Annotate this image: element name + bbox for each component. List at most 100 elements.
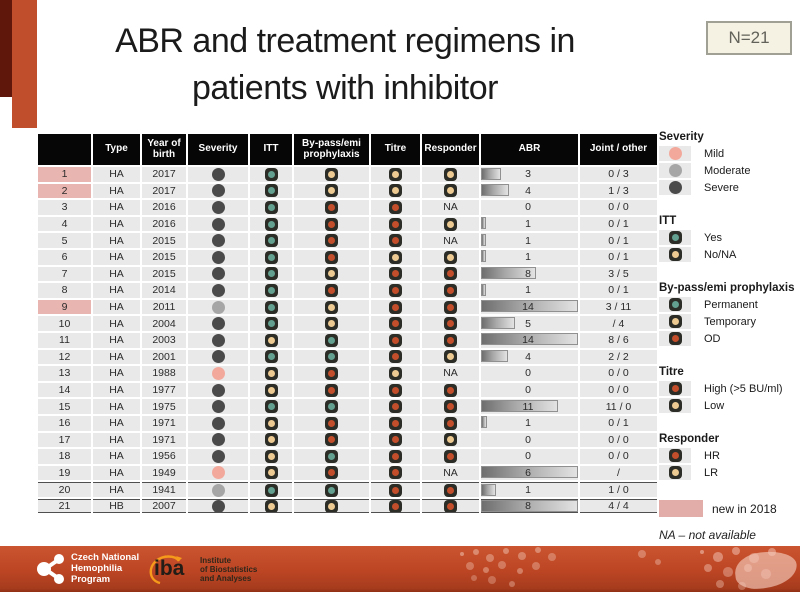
- cell-type: HA: [93, 183, 140, 199]
- cell-abr: 1: [481, 216, 578, 232]
- legend-item: Severe: [659, 180, 800, 195]
- cell-titre: [371, 266, 420, 282]
- table-row: 13 HA 1988 NA 0 0 / 0: [38, 366, 657, 381]
- abr-value: 14: [522, 301, 534, 314]
- cell-type: HA: [93, 266, 140, 282]
- severity-dot-mild: [211, 366, 225, 380]
- abr-value: 0: [525, 384, 531, 397]
- abr-bar: [481, 184, 509, 197]
- cell-type: HA: [93, 449, 140, 464]
- cell-bypass: [294, 432, 369, 448]
- marker-high: [389, 466, 402, 480]
- cell-type: HA: [93, 349, 140, 365]
- cell-responder: [422, 449, 479, 464]
- cell-type: HA: [93, 399, 140, 414]
- cell-type: HA: [93, 482, 140, 497]
- legend-chip: [659, 465, 691, 480]
- severity-dot-severe: [211, 383, 225, 397]
- legend-item: LR: [659, 465, 800, 480]
- cell-responder: [422, 332, 479, 348]
- cell-birth-year: 2015: [142, 233, 186, 248]
- sample-size-badge: N=21: [706, 21, 792, 55]
- cell-joint-other: 0 / 1: [580, 415, 657, 431]
- marker-hr: [444, 383, 457, 397]
- cell-birth-year: 2016: [142, 216, 186, 232]
- cell-abr: 1: [481, 283, 578, 298]
- legend-section-title: Severity: [659, 131, 704, 143]
- marker-temporary: [325, 317, 338, 331]
- cell-titre: [371, 233, 420, 248]
- legend-section-title: By-pass/emi prophylaxis: [659, 282, 795, 294]
- legend-item-label: Temporary: [704, 315, 756, 328]
- legend-item: Low: [659, 398, 800, 413]
- cell-patient-number: 4: [38, 216, 91, 232]
- iba-brand-text: iba: [154, 557, 185, 580]
- severity-dot-mild: [211, 466, 225, 480]
- cell-itt: [250, 299, 292, 315]
- cell-abr: 11: [481, 399, 578, 414]
- cell-itt: [250, 415, 292, 431]
- cell-birth-year: 1971: [142, 415, 186, 431]
- cell-joint-other: 0 / 0: [580, 366, 657, 381]
- cell-joint-other: 1 / 3: [580, 183, 657, 199]
- cell-titre: [371, 249, 420, 265]
- marker-hr: [444, 267, 457, 281]
- cell-birth-year: 1971: [142, 432, 186, 448]
- cell-type: HA: [93, 366, 140, 381]
- marker-yes: [264, 300, 278, 314]
- cell-abr: 0: [481, 449, 578, 464]
- iba-logo-text: Institute of Biostatistics and Analyses: [200, 556, 257, 583]
- abr-value: 14: [522, 334, 534, 347]
- cell-titre: [371, 432, 420, 448]
- cell-joint-other: 0 / 0: [580, 382, 657, 398]
- cell-birth-year: 2014: [142, 283, 186, 298]
- cell-type: HA: [93, 382, 140, 398]
- table-row: 17 HA 1971 0 0 / 0: [38, 432, 657, 448]
- table-row: 18 HA 1956 0 0 / 0: [38, 449, 657, 464]
- table-row: 1 HA 2017 3 0 / 3: [38, 167, 657, 182]
- cell-patient-number: 13: [38, 366, 91, 381]
- cell-titre: [371, 366, 420, 381]
- cnhp-text-line2: Hemophilia: [71, 562, 123, 574]
- marker-lr: [444, 350, 457, 364]
- cell-patient-number: 16: [38, 415, 91, 431]
- marker-no_na: [264, 499, 278, 513]
- cell-birth-year: 2004: [142, 316, 186, 331]
- cell-type: HA: [93, 216, 140, 232]
- cell-titre: [371, 216, 420, 232]
- cell-birth-year: 2007: [142, 498, 186, 514]
- table-row: 12 HA 2001 4 2 / 2: [38, 349, 657, 365]
- abr-value: 1: [525, 284, 531, 297]
- iba-logo: iba Institute of Biostatistics and Analy…: [146, 552, 257, 586]
- severity-dot-moderate: [211, 300, 225, 314]
- legend-section-titre: Titre High (>5 BU/ml) Low: [659, 366, 800, 413]
- abr-value: 0: [525, 450, 531, 463]
- cell-abr: 0: [481, 432, 578, 448]
- cell-severity: [188, 183, 248, 199]
- cell-birth-year: 2015: [142, 266, 186, 282]
- abr-value: 6: [525, 466, 531, 479]
- legend-chip: [659, 331, 691, 346]
- decor-map-silhouette: [733, 548, 799, 592]
- abr-value: 4: [525, 184, 531, 197]
- cell-responder: NA: [422, 200, 479, 215]
- abr-value: 11: [522, 400, 534, 413]
- cell-itt: [250, 183, 292, 199]
- abr-bar: [481, 283, 486, 296]
- marker-od: [325, 200, 338, 214]
- table-row: 14 HA 1977 0 0 / 0: [38, 382, 657, 398]
- marker-high: [389, 267, 402, 281]
- legend-chip: [659, 297, 691, 312]
- abr-value: 5: [525, 317, 531, 330]
- table-row: 20 HA 1941 1 1 / 0: [38, 482, 657, 497]
- marker-high: [389, 317, 402, 331]
- legend-chip: [659, 448, 691, 463]
- marker-od: [325, 433, 338, 447]
- cell-bypass: [294, 399, 369, 414]
- cell-patient-number: 3: [38, 200, 91, 215]
- legend-item-label: No/NA: [704, 248, 737, 261]
- marker-temporary: [325, 300, 338, 314]
- cell-abr: 14: [481, 299, 578, 315]
- legend-item-label: OD: [704, 332, 721, 345]
- cell-joint-other: 1 / 0: [580, 482, 657, 497]
